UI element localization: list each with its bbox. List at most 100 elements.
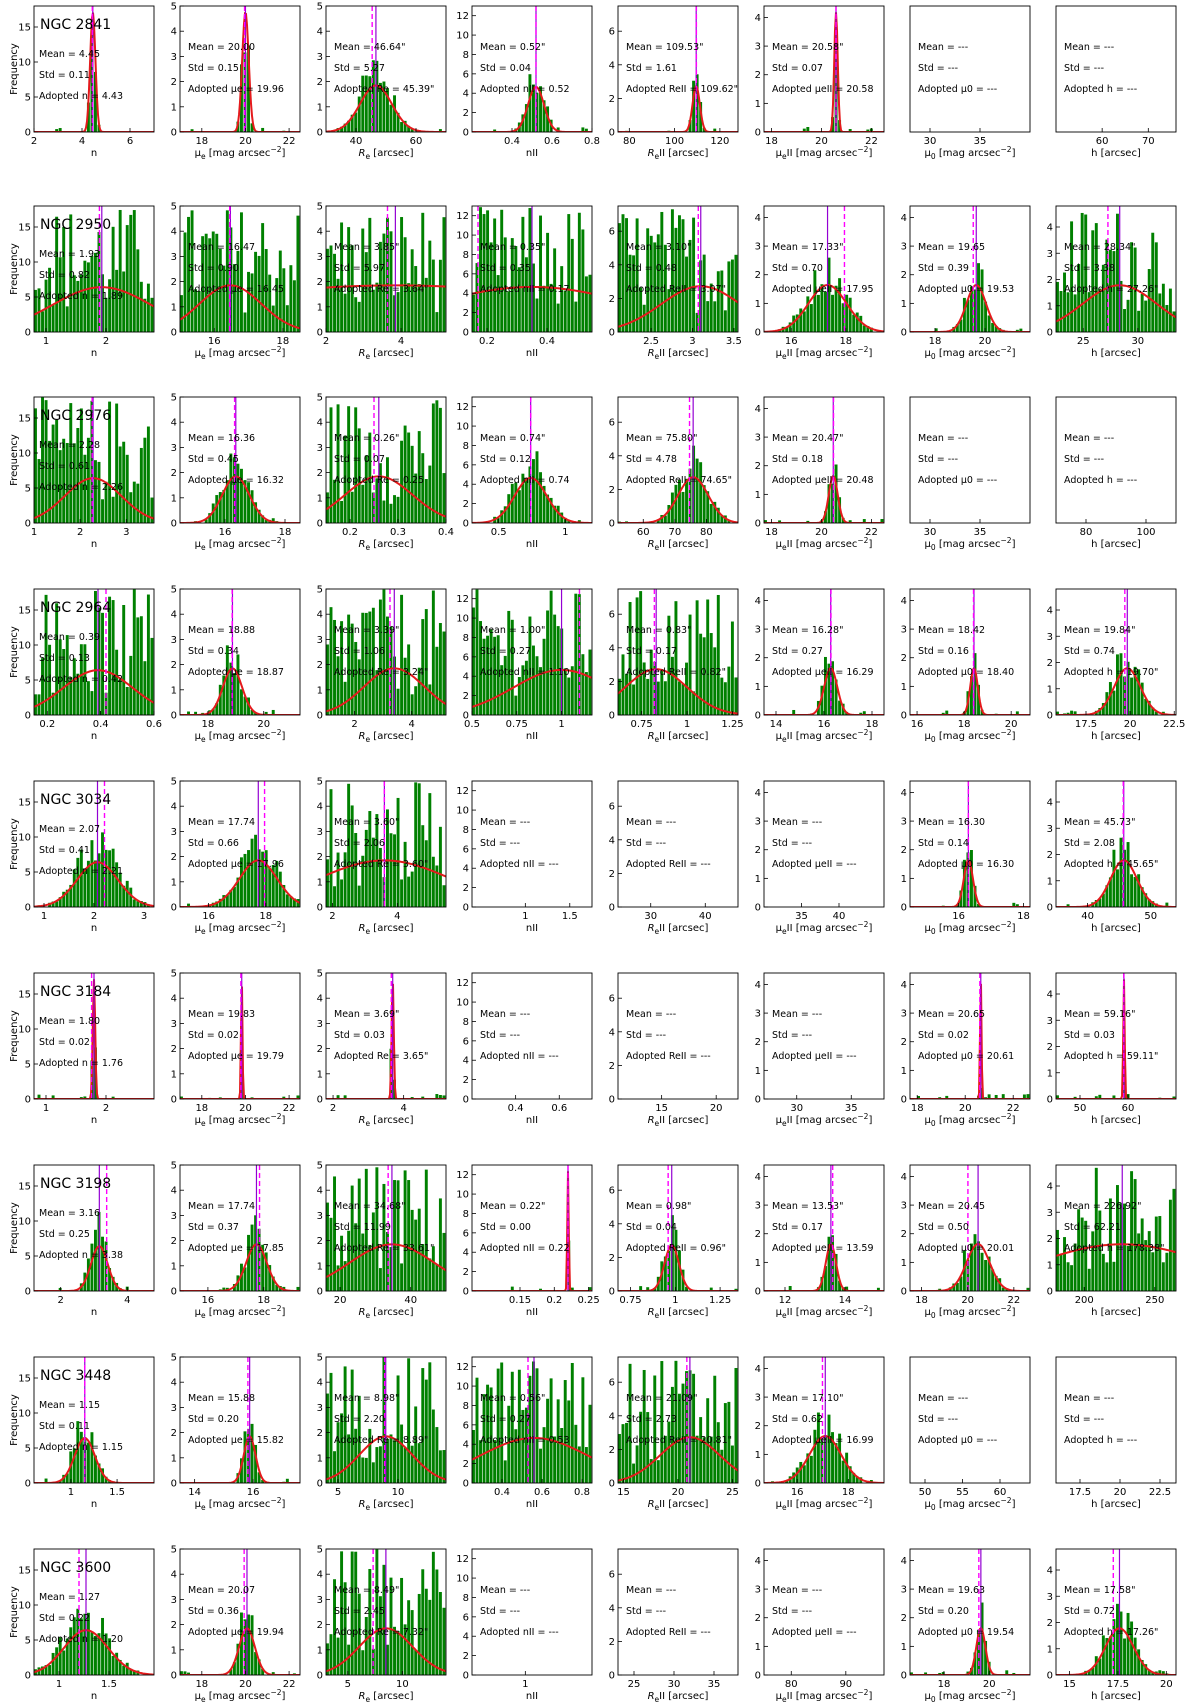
histogram-bar [560, 512, 564, 523]
histogram-bar [806, 520, 810, 523]
x-tick-label: 35 [795, 911, 808, 922]
x-tick-label: 18 [202, 719, 215, 730]
histogram-bar [1144, 300, 1148, 332]
adopted-annotation: Adopted n = 4.43 [39, 91, 123, 102]
x-axis-label: μeII [mag arcsec−2] [776, 345, 873, 361]
adopted-annotation: Adopted nII = --- [480, 1627, 559, 1638]
histogram-bar [792, 709, 796, 715]
x-axis-label: μ0 [mag arcsec−2] [925, 1688, 1016, 1704]
y-tick-label: 4 [901, 980, 907, 991]
gaussian-fit-curve [472, 1436, 592, 1461]
histogram-bar [1168, 288, 1172, 332]
histogram-bar [150, 497, 154, 523]
plot-area [472, 1165, 592, 1291]
histogram-bar [1116, 213, 1119, 332]
histogram-bar [65, 442, 69, 523]
plot-area [472, 397, 592, 523]
y-tick-label: 3 [317, 252, 323, 263]
x-tick-label: 0.6 [551, 1103, 567, 1114]
histogram-bar [695, 458, 699, 523]
std-annotation: Std = 0.14 [918, 838, 969, 849]
y-tick-label: 10 [456, 31, 469, 42]
histogram-bar [254, 251, 258, 332]
histogram-bar [517, 1369, 521, 1483]
histogram-bar [368, 217, 372, 332]
mean-annotation: Mean = 2.28 [39, 440, 100, 451]
histogram-bar [122, 441, 126, 523]
y-tick-label: 4 [609, 60, 615, 71]
histogram-bar [482, 638, 486, 715]
histogram-bar [688, 239, 692, 332]
histogram-bar [378, 1596, 382, 1675]
histogram-bar [438, 407, 442, 523]
histogram-bar [966, 299, 970, 332]
histogram-bar [685, 662, 688, 715]
y-tick-label: 0 [463, 128, 469, 139]
x-axis-label: nII [526, 1115, 538, 1126]
histogram-bar [111, 496, 115, 523]
histogram-bar [368, 611, 372, 715]
histogram-bar [1108, 1636, 1112, 1675]
gaussian-fit-curve [764, 1242, 884, 1291]
y-tick-label: 0 [317, 1287, 323, 1298]
x-tick-label: 16 [219, 527, 232, 538]
histogram-bar [1108, 249, 1112, 332]
std-annotation: Std = 0.04 [480, 63, 531, 74]
histogram-bar [410, 871, 414, 907]
histogram-bar [493, 1440, 497, 1483]
gaussian-fit-curve [34, 12, 154, 132]
histogram-bar [510, 1286, 514, 1291]
x-tick-label: 2 [103, 336, 109, 347]
histogram-bar [403, 425, 407, 523]
histogram-bar [723, 682, 727, 715]
histogram-bar [1001, 1287, 1005, 1291]
histogram-bar [503, 237, 507, 332]
histogram-bar [924, 1672, 928, 1675]
std-annotation: Std = 0.35 [480, 263, 531, 274]
x-tick-label: 70 [668, 527, 681, 538]
histogram-bar [190, 129, 194, 132]
y-tick-label: 1 [171, 493, 177, 504]
histogram-bar [396, 496, 400, 523]
histogram-bar [517, 677, 521, 715]
y-tick-label: 2 [171, 277, 177, 288]
plot-area [326, 973, 446, 1099]
histogram-bar [1123, 849, 1126, 907]
histogram-bar [139, 447, 143, 523]
histogram-bar [51, 424, 55, 523]
histogram-bar [386, 88, 389, 132]
histogram-bar [243, 312, 247, 332]
histogram-bar [336, 1095, 340, 1099]
histogram-bar [111, 1096, 115, 1099]
histogram-bar [403, 841, 407, 907]
histogram-bar [428, 1362, 432, 1483]
adopted-annotation: Adopted h = 45.65" [1064, 859, 1158, 870]
histogram-bar [848, 1466, 852, 1483]
adopted-annotation: Adopted nII = --- [480, 859, 559, 870]
x-tick-label: 0.6 [534, 1487, 550, 1498]
y-tick-label: 0 [25, 1095, 31, 1106]
histogram-bar [1161, 1671, 1165, 1675]
histogram-bar [400, 879, 404, 907]
mean-annotation: Mean = 21.09" [626, 1393, 697, 1404]
histogram-bar [254, 1215, 258, 1291]
y-tick-label: 0 [25, 1287, 31, 1298]
x-tick-label: 60 [1122, 1103, 1135, 1114]
y-tick-label: 2 [463, 1651, 469, 1662]
histogram-bar [852, 1472, 856, 1483]
plot-area [326, 781, 446, 907]
histogram-bar [1015, 904, 1019, 907]
histogram-bar [824, 1266, 827, 1291]
histogram-bar [58, 128, 62, 132]
histogram-bar [507, 1405, 511, 1483]
histogram-bar [104, 1241, 108, 1291]
histogram-bar [514, 1429, 518, 1483]
y-tick-label: 8 [463, 50, 469, 61]
x-tick-label: 1 [684, 719, 690, 730]
histogram-bar [788, 322, 792, 332]
histogram-bar [539, 1288, 542, 1291]
